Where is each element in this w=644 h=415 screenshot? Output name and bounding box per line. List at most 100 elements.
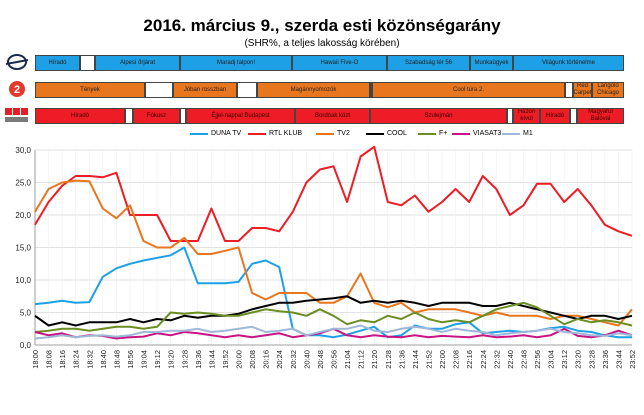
x-tick-9: 19:12 bbox=[153, 350, 162, 369]
program-2-1 bbox=[125, 108, 133, 124]
x-tick-18: 20:24 bbox=[275, 350, 284, 369]
legend-item-5: VIASAT3 bbox=[452, 130, 501, 137]
x-tick-23: 21:04 bbox=[343, 350, 352, 369]
series-line-m1 bbox=[34, 324, 633, 340]
x-tick-41: 23:28 bbox=[587, 350, 596, 369]
y-tick-2: 10,0 bbox=[15, 276, 31, 285]
tv2-logo-icon: 2 bbox=[4, 80, 30, 98]
chart-subtitle: (SHR%, a teljes lakosság körében) bbox=[244, 38, 400, 49]
x-tick-1: 18:08 bbox=[45, 350, 54, 369]
program-1-2: Jóban rosszban bbox=[173, 82, 237, 98]
legend-swatch-0 bbox=[190, 132, 208, 135]
series-line-tv2 bbox=[34, 179, 633, 327]
x-tick-0: 18:00 bbox=[31, 350, 40, 369]
x-tick-11: 19:28 bbox=[180, 350, 189, 369]
legend-swatch-1 bbox=[248, 132, 266, 135]
x-tick-22: 20:56 bbox=[330, 350, 339, 369]
y-tick-1: 5,0 bbox=[20, 309, 32, 318]
x-tick-40: 23:20 bbox=[574, 350, 583, 369]
x-tick-32: 22:16 bbox=[465, 350, 474, 369]
x-tick-4: 18:32 bbox=[85, 350, 94, 369]
x-tick-31: 22:08 bbox=[452, 350, 461, 369]
legend-item-6: M1 bbox=[502, 130, 533, 137]
x-tick-13: 19:44 bbox=[207, 350, 216, 369]
x-tick-29: 21:52 bbox=[424, 350, 433, 369]
x-tick-27: 21:36 bbox=[397, 350, 406, 369]
y-tick-0: 0,0 bbox=[20, 341, 32, 350]
x-tick-20: 20:40 bbox=[302, 350, 311, 369]
legend-label-0: DUNA TV bbox=[211, 130, 242, 137]
x-tick-15: 20:00 bbox=[235, 350, 244, 369]
program-1-6: Cool túra 2. bbox=[372, 82, 565, 98]
program-0-2: Alpesi őrjárat bbox=[95, 55, 180, 71]
x-tick-2: 18:16 bbox=[58, 350, 67, 369]
legend-item-0: DUNA TV bbox=[190, 130, 241, 137]
x-tick-36: 22:48 bbox=[519, 350, 528, 369]
x-tick-33: 22:24 bbox=[479, 350, 488, 369]
x-tick-6: 18:48 bbox=[112, 350, 121, 369]
x-tick-12: 19:36 bbox=[194, 350, 203, 369]
x-tick-42: 23:36 bbox=[601, 350, 610, 369]
x-tick-21: 20:48 bbox=[316, 350, 325, 369]
legend-swatch-6 bbox=[502, 132, 520, 135]
program-2-8: Házon kívül bbox=[513, 108, 540, 124]
rtl-klub-logo-icon bbox=[4, 106, 30, 124]
x-tick-35: 22:40 bbox=[506, 350, 515, 369]
chart-title: 2016. március 9., szerda esti közönségar… bbox=[143, 16, 501, 35]
program-1-9: Lángoló Chicago bbox=[592, 82, 624, 98]
x-tick-28: 21:44 bbox=[411, 350, 420, 369]
program-1-1 bbox=[145, 82, 173, 98]
y-tick-4: 20,0 bbox=[15, 211, 31, 220]
legend-label-6: M1 bbox=[523, 130, 533, 137]
legend-item-1: RTL KLUB bbox=[248, 130, 302, 137]
chart-legend: DUNA TV RTL KLUB TV2 COOL F+ VIASAT3 M1 bbox=[0, 130, 644, 142]
x-tick-14: 19:52 bbox=[221, 350, 230, 369]
program-1-4: Magánnyomozók bbox=[257, 82, 370, 98]
program-0-7: Világunk történelme bbox=[513, 55, 624, 71]
legend-item-4: F+ bbox=[418, 130, 447, 137]
program-1-3 bbox=[237, 82, 257, 98]
x-tick-25: 21:20 bbox=[370, 350, 379, 369]
x-tick-3: 18:24 bbox=[72, 350, 81, 369]
program-1-5 bbox=[370, 82, 372, 98]
legend-label-5: VIASAT3 bbox=[473, 130, 502, 137]
program-0-3: Maradj talpon! bbox=[180, 55, 292, 71]
legend-swatch-3 bbox=[366, 132, 384, 135]
x-tick-16: 20:08 bbox=[248, 350, 257, 369]
duna-tv-logo-icon bbox=[4, 53, 30, 71]
program-0-5: Szabadság tér 56 bbox=[387, 55, 470, 71]
program-0-0: Híradó bbox=[35, 55, 80, 71]
program-2-0: Híradó bbox=[35, 108, 125, 124]
x-tick-24: 21:12 bbox=[357, 350, 366, 369]
x-tick-17: 20:16 bbox=[262, 350, 271, 369]
program-2-2: Fókusz bbox=[133, 108, 180, 124]
x-tick-5: 18:40 bbox=[99, 350, 108, 369]
legend-swatch-4 bbox=[418, 132, 436, 135]
x-tick-44: 23:52 bbox=[628, 350, 637, 369]
x-tick-26: 21:28 bbox=[384, 350, 393, 369]
y-tick-5: 25,0 bbox=[15, 179, 31, 188]
x-tick-34: 22:32 bbox=[492, 350, 501, 369]
x-tick-8: 19:04 bbox=[140, 350, 149, 369]
x-tick-30: 22:00 bbox=[438, 350, 447, 369]
program-2-7 bbox=[507, 108, 513, 124]
legend-label-1: RTL KLUB bbox=[269, 130, 303, 137]
legend-label-3: COOL bbox=[387, 130, 407, 137]
program-2-4: Éjjel-nappal Budapest bbox=[186, 108, 295, 124]
legend-label-4: F+ bbox=[439, 130, 448, 137]
x-tick-19: 20:32 bbox=[289, 350, 298, 369]
y-tick-6: 30,0 bbox=[15, 146, 31, 155]
x-tick-39: 23:12 bbox=[560, 350, 569, 369]
program-2-9: Híradó bbox=[540, 108, 570, 124]
program-1-8: Red Carpet bbox=[573, 82, 592, 98]
program-2-11: Magyarul Balóval bbox=[577, 108, 624, 124]
program-0-1 bbox=[80, 55, 95, 71]
program-0-4: Hawaii Five-O bbox=[292, 55, 387, 71]
program-2-10 bbox=[570, 108, 577, 124]
legend-item-3: COOL bbox=[366, 130, 407, 137]
program-1-7 bbox=[565, 82, 573, 98]
x-tick-43: 23:44 bbox=[614, 350, 623, 369]
legend-item-2: TV2 bbox=[316, 130, 350, 137]
series-line-cool bbox=[34, 295, 633, 327]
